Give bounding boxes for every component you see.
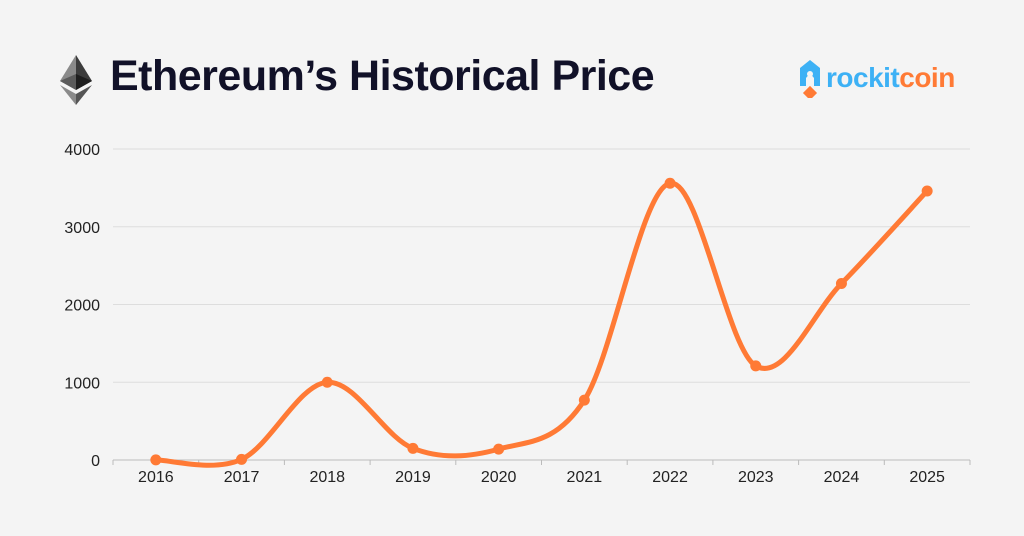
x-tick-label: 2024 — [824, 469, 860, 486]
data-point — [407, 442, 419, 454]
y-tick-label: 0 — [91, 453, 100, 470]
x-tick-label: 2016 — [138, 469, 174, 486]
x-tick-label: 2021 — [567, 469, 603, 486]
data-point — [493, 443, 505, 455]
y-tick-label: 4000 — [64, 142, 100, 159]
data-point — [750, 360, 762, 372]
y-tick-label: 3000 — [64, 220, 100, 237]
data-point — [664, 177, 676, 189]
data-point — [321, 376, 333, 388]
x-tick-label: 2019 — [395, 469, 431, 486]
rockitcoin-logo: rockit coin — [798, 58, 955, 98]
x-tick-label: 2020 — [481, 469, 517, 486]
x-tick-label: 2023 — [738, 469, 774, 486]
x-tick-label: 2025 — [909, 469, 945, 486]
data-point — [578, 394, 590, 406]
data-point — [150, 454, 162, 466]
y-tick-label: 1000 — [64, 375, 100, 392]
data-point — [835, 278, 847, 290]
x-tick-label: 2018 — [309, 469, 345, 486]
x-tick-label: 2017 — [224, 469, 260, 486]
data-point — [236, 453, 248, 465]
page-title: Ethereum’s Historical Price — [110, 52, 655, 100]
x-tick-label: 2022 — [652, 469, 688, 486]
y-tick-label: 2000 — [64, 298, 100, 315]
ethereum-logo-icon — [60, 55, 92, 105]
price-series-line — [153, 180, 930, 468]
logo-text-coin: coin — [899, 62, 955, 93]
logo-text-rockit: rockit — [826, 62, 900, 93]
data-point — [921, 185, 933, 197]
rocket-icon — [800, 60, 820, 98]
